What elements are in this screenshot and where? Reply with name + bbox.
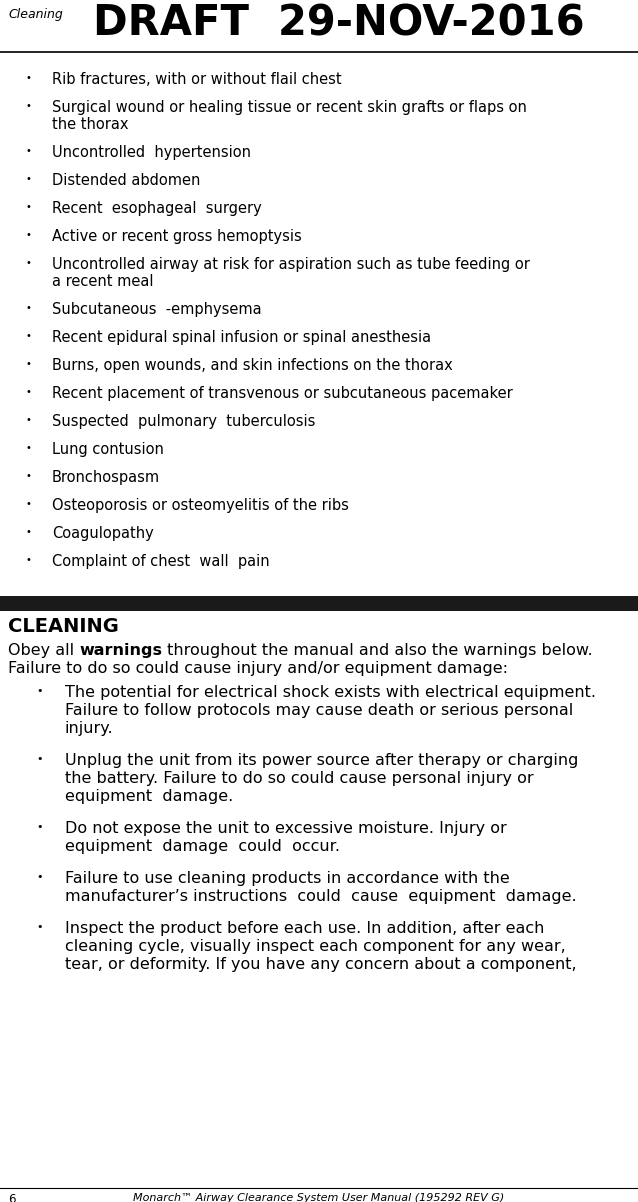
Text: manufacturer’s instructions  could  cause  equipment  damage.: manufacturer’s instructions could cause … (65, 889, 577, 904)
Text: •: • (25, 471, 31, 481)
Text: •: • (25, 444, 31, 453)
Text: a recent meal: a recent meal (52, 274, 154, 288)
Text: Inspect the product before each use. In addition, after each: Inspect the product before each use. In … (65, 921, 544, 936)
Text: Failure to follow protocols may cause death or serious personal: Failure to follow protocols may cause de… (65, 703, 574, 718)
Text: •: • (37, 686, 43, 696)
Text: Do not expose the unit to excessive moisture. Injury or: Do not expose the unit to excessive mois… (65, 821, 507, 837)
Text: Recent placement of transvenous or subcutaneous pacemaker: Recent placement of transvenous or subcu… (52, 386, 513, 401)
Text: cleaning cycle, visually inspect each component for any wear,: cleaning cycle, visually inspect each co… (65, 939, 566, 954)
Text: the thorax: the thorax (52, 117, 128, 132)
Text: Subcutaneous  -emphysema: Subcutaneous -emphysema (52, 302, 262, 317)
Text: injury.: injury. (65, 721, 114, 736)
Text: Rib fractures, with or without flail chest: Rib fractures, with or without flail che… (52, 72, 341, 87)
Text: •: • (25, 230, 31, 240)
Text: •: • (37, 922, 43, 932)
Text: Recent  esophageal  surgery: Recent esophageal surgery (52, 201, 262, 216)
Text: 6: 6 (8, 1194, 15, 1202)
Text: warnings: warnings (79, 643, 162, 657)
Text: CLEANING: CLEANING (8, 617, 119, 636)
Text: The potential for electrical shock exists with electrical equipment.: The potential for electrical shock exist… (65, 685, 596, 700)
Text: throughout the manual and also the warnings below.: throughout the manual and also the warni… (162, 643, 593, 657)
Text: DRAFT  29-NOV-2016: DRAFT 29-NOV-2016 (93, 2, 585, 44)
Text: Distended abdomen: Distended abdomen (52, 173, 200, 188)
Text: •: • (25, 174, 31, 184)
Text: Coagulopathy: Coagulopathy (52, 526, 154, 541)
Text: equipment  damage.: equipment damage. (65, 789, 234, 804)
Text: •: • (25, 359, 31, 369)
Text: Monarch™ Airway Clearance System User Manual (195292 REV G): Monarch™ Airway Clearance System User Ma… (133, 1194, 505, 1202)
Text: •: • (25, 555, 31, 565)
Text: tear, or deformity. If you have any concern about a component,: tear, or deformity. If you have any conc… (65, 957, 577, 972)
Text: Uncontrolled  hypertension: Uncontrolled hypertension (52, 145, 251, 160)
Text: •: • (37, 822, 43, 832)
Text: Suspected  pulmonary  tuberculosis: Suspected pulmonary tuberculosis (52, 413, 315, 429)
Text: Active or recent gross hemoptysis: Active or recent gross hemoptysis (52, 230, 302, 244)
Text: the battery. Failure to do so could cause personal injury or: the battery. Failure to do so could caus… (65, 770, 533, 786)
Text: •: • (37, 754, 43, 764)
Text: Uncontrolled airway at risk for aspiration such as tube feeding or: Uncontrolled airway at risk for aspirati… (52, 257, 530, 272)
Text: •: • (25, 202, 31, 212)
Text: Cleaning: Cleaning (8, 8, 63, 20)
Text: Obey all: Obey all (8, 643, 79, 657)
Text: •: • (25, 101, 31, 111)
Text: Surgical wound or healing tissue or recent skin grafts or flaps on: Surgical wound or healing tissue or rece… (52, 100, 527, 115)
Text: Burns, open wounds, and skin infections on the thorax: Burns, open wounds, and skin infections … (52, 358, 453, 373)
Text: •: • (25, 258, 31, 268)
Text: •: • (25, 303, 31, 313)
Text: •: • (25, 387, 31, 397)
Text: •: • (37, 871, 43, 882)
Text: Recent epidural spinal infusion or spinal anesthesia: Recent epidural spinal infusion or spina… (52, 331, 431, 345)
Bar (0, 596, 638, 611)
Text: •: • (25, 331, 31, 341)
Text: •: • (25, 145, 31, 156)
Text: Bronchospasm: Bronchospasm (52, 470, 160, 484)
Text: •: • (25, 526, 31, 537)
Text: Osteoporosis or osteomyelitis of the ribs: Osteoporosis or osteomyelitis of the rib… (52, 498, 349, 513)
Text: Unplug the unit from its power source after therapy or charging: Unplug the unit from its power source af… (65, 752, 579, 768)
Text: •: • (25, 499, 31, 508)
Text: •: • (25, 73, 31, 83)
Text: Lung contusion: Lung contusion (52, 442, 164, 457)
Text: equipment  damage  could  occur.: equipment damage could occur. (65, 839, 340, 853)
Text: Failure to do so could cause injury and/or equipment damage:: Failure to do so could cause injury and/… (8, 661, 508, 676)
Text: •: • (25, 415, 31, 426)
Text: Failure to use cleaning products in accordance with the: Failure to use cleaning products in acco… (65, 871, 510, 886)
Text: Complaint of chest  wall  pain: Complaint of chest wall pain (52, 554, 270, 569)
